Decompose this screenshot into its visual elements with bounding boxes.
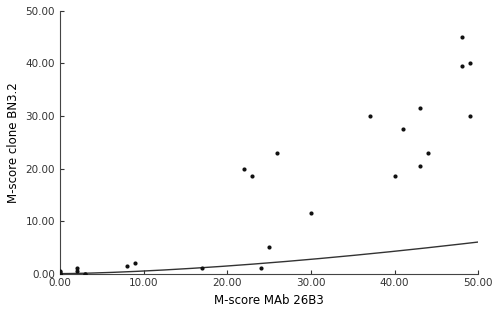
X-axis label: M-score MAb 26B3: M-score MAb 26B3	[214, 294, 324, 307]
Point	[416, 163, 424, 168]
Point	[240, 166, 248, 171]
Point	[56, 271, 64, 276]
Point	[458, 35, 466, 40]
Point	[366, 113, 374, 118]
Point	[274, 150, 281, 155]
Point	[399, 127, 407, 132]
Point	[56, 271, 64, 276]
Point	[466, 61, 474, 66]
Point	[131, 261, 139, 266]
Point	[307, 211, 315, 216]
Point	[56, 271, 64, 276]
Point	[265, 245, 273, 250]
Y-axis label: M-score clone BN3.2: M-score clone BN3.2	[7, 82, 20, 203]
Point	[198, 266, 206, 271]
Point	[56, 271, 64, 276]
Point	[81, 271, 89, 276]
Point	[256, 266, 264, 271]
Point	[416, 106, 424, 111]
Point	[424, 150, 432, 155]
Point	[466, 113, 474, 118]
Point	[248, 174, 256, 179]
Point	[390, 174, 398, 179]
Point	[81, 271, 89, 276]
Point	[123, 263, 131, 268]
Point	[458, 64, 466, 69]
Point	[72, 268, 80, 273]
Point	[72, 266, 80, 271]
Point	[56, 268, 64, 273]
Point	[56, 269, 64, 274]
